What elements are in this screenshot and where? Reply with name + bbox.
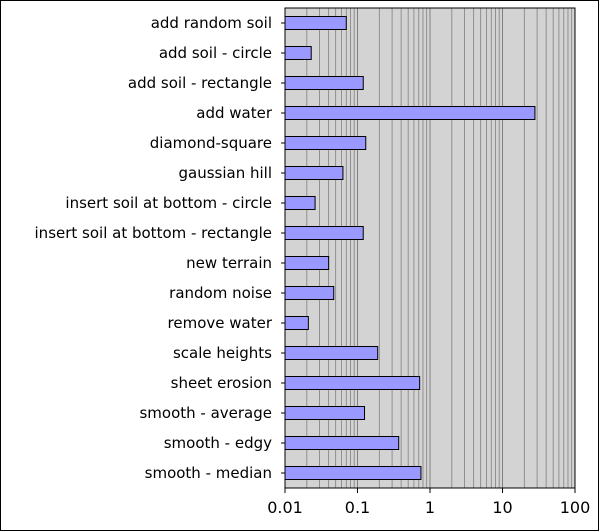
bar bbox=[284, 316, 309, 330]
category-label: add water bbox=[196, 104, 273, 122]
category-label: insert soil at bottom - rectangle bbox=[35, 224, 272, 242]
bar bbox=[284, 46, 312, 60]
x-tick-label: 100 bbox=[560, 498, 591, 517]
x-tick-label: 0.1 bbox=[345, 498, 370, 517]
x-tick-label: 10 bbox=[492, 498, 512, 517]
bar bbox=[284, 136, 367, 150]
category-label: random noise bbox=[169, 284, 272, 302]
category-labels: add random soil add soil - circle add soil… bbox=[35, 14, 285, 482]
bar bbox=[284, 406, 366, 420]
category-label: diamond-square bbox=[150, 134, 272, 152]
bar bbox=[284, 466, 422, 480]
bar bbox=[284, 16, 347, 30]
x-tick-label: 0.01 bbox=[267, 498, 303, 517]
category-label: add soil - rectangle bbox=[128, 74, 272, 92]
category-label: smooth - median bbox=[145, 464, 272, 482]
category-label: remove water bbox=[168, 314, 273, 332]
bar bbox=[284, 76, 364, 90]
category-label: scale heights bbox=[173, 344, 272, 362]
category-label: insert soil at bottom - circle bbox=[65, 194, 272, 212]
bar bbox=[284, 436, 400, 450]
bar bbox=[284, 226, 364, 240]
category-label: sheet erosion bbox=[171, 374, 272, 392]
category-label: add soil - circle bbox=[159, 44, 272, 62]
bar bbox=[284, 346, 379, 360]
bar bbox=[284, 376, 421, 390]
bar bbox=[284, 196, 316, 210]
bars-group bbox=[284, 16, 536, 480]
x-tick-label: 1 bbox=[425, 498, 435, 517]
category-label: gaussian hill bbox=[179, 164, 273, 182]
category-label: smooth - edgy bbox=[164, 434, 272, 452]
bar bbox=[284, 256, 330, 270]
category-label: new terrain bbox=[186, 254, 272, 272]
bar bbox=[284, 106, 536, 120]
category-label: smooth - average bbox=[139, 404, 272, 422]
category-label: add random soil bbox=[151, 14, 272, 32]
x-axis-ticks: 0.01 0.1 1 10 100 bbox=[267, 488, 590, 517]
bar bbox=[284, 166, 344, 180]
bar bbox=[284, 286, 335, 300]
